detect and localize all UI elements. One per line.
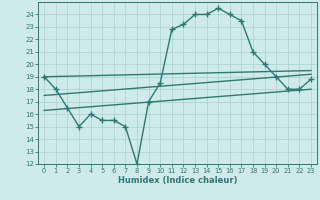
X-axis label: Humidex (Indice chaleur): Humidex (Indice chaleur): [118, 176, 237, 185]
